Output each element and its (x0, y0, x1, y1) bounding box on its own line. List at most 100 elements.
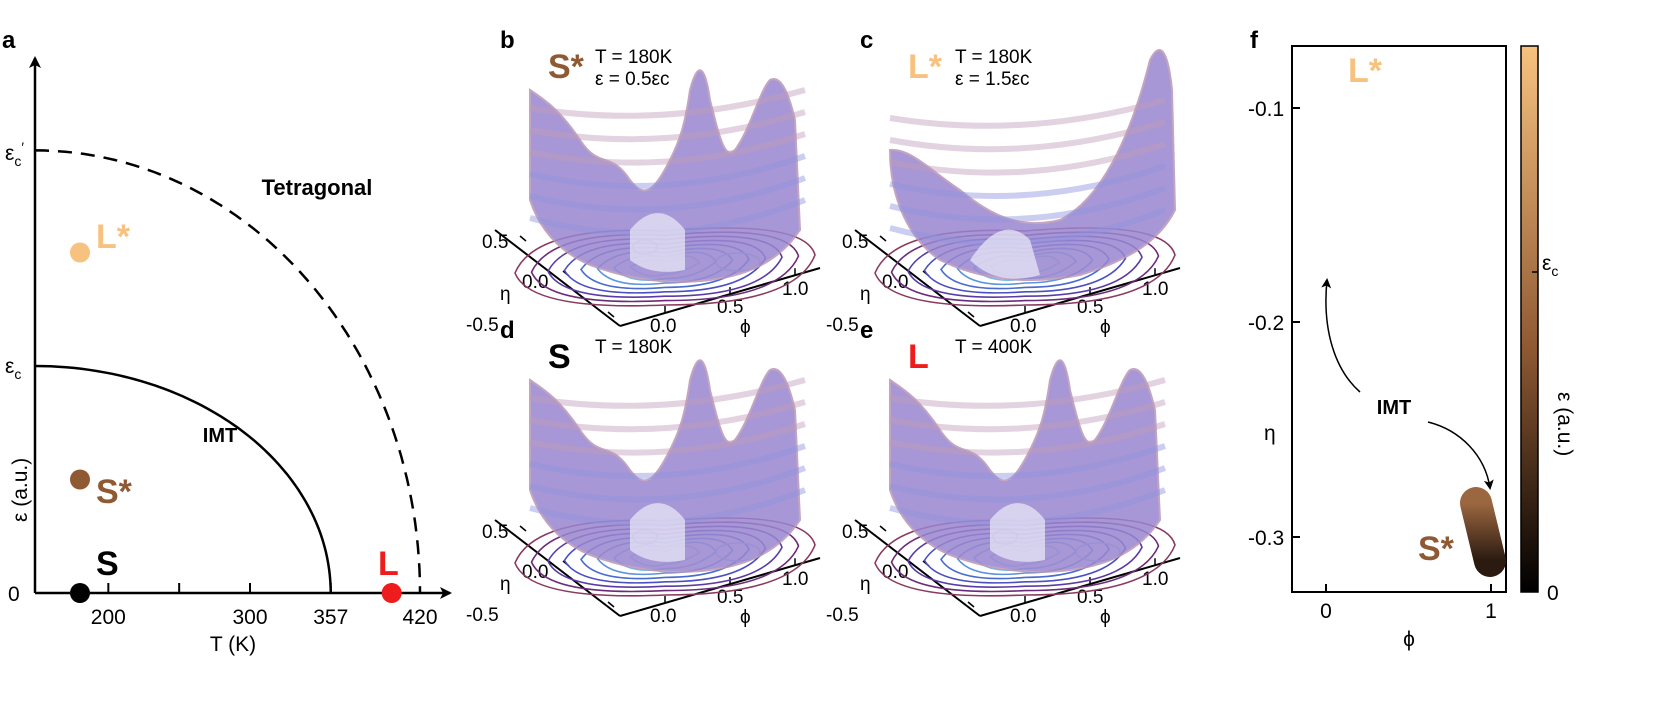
plot-frame (1291, 45, 1507, 593)
surface-body (529, 69, 802, 283)
point-label-s: S (96, 545, 119, 583)
eta-tick-label: 0.5 (842, 232, 868, 253)
point-label-l-star: L* (96, 218, 131, 256)
x-axis-title: T (K) (210, 633, 256, 656)
eta-tick-label: 0.5 (482, 522, 508, 543)
surface-band (889, 163, 1166, 199)
energy-surface (529, 69, 807, 283)
surface-minimum-highlight (970, 229, 1040, 279)
eta-tick-label: 0.0 (522, 562, 548, 583)
colorbar-tick-0: 0 (1547, 582, 1559, 605)
y-tick-label-2: -0.3 (1248, 527, 1284, 550)
surface-band (529, 87, 806, 119)
imt-arrow-down (1427, 421, 1494, 490)
y-axis-title: ε (a.u.) (9, 458, 32, 522)
eta-tick (967, 311, 975, 318)
eta-axis-line (854, 229, 981, 327)
eta-axis-line (494, 519, 621, 617)
colorbar-title: ε (a.u.) (1553, 392, 1576, 456)
imt-curve-label: IMT (203, 425, 237, 447)
y-tick-label-1: -0.2 (1248, 312, 1284, 335)
temperature-label: T = 180K (955, 47, 1033, 68)
phi-tick-label: 0.0 (1010, 316, 1036, 337)
state-point-l-star (70, 242, 90, 263)
state-point-s (70, 583, 90, 603)
eta-tick (607, 311, 615, 318)
eta-tick (879, 235, 887, 242)
eta-axis-label: η (500, 284, 511, 305)
eta-tick (519, 235, 527, 242)
panel-a: a 200 300 357 420 0 εc εc′ ε (a.u.) T (K) T… (2, 27, 452, 656)
imt-annotation: IMT (1377, 397, 1411, 419)
state-points (70, 242, 402, 603)
x-tick-label: 357 (313, 606, 348, 629)
surface-band (889, 443, 1166, 479)
surface-band (889, 399, 1166, 433)
x-axis-title: ϕ (1403, 628, 1415, 651)
x-tick-label: 200 (91, 606, 126, 629)
temperature-label: T = 400K (955, 337, 1033, 358)
eta-tick-label: 0.5 (842, 522, 868, 543)
colorbar-tick-epsc-label: εc (1542, 252, 1558, 279)
eta-tick-label: -0.5 (826, 315, 859, 336)
surface-band (529, 443, 806, 479)
y-tick-label-0: -0.1 (1248, 98, 1284, 121)
eta-axis-label: η (860, 284, 871, 305)
phi-axis-label: ϕ (1100, 317, 1111, 338)
phi-tick-label: 1.0 (1142, 569, 1168, 590)
temperature-label: T = 180K (595, 47, 673, 68)
state-label: L (908, 338, 929, 376)
x-tick-labels: 200 300 357 420 (91, 606, 438, 629)
panel-letter-b: b (500, 27, 515, 54)
surface-minimum-highlight (990, 503, 1045, 562)
surface-band (889, 185, 1167, 223)
s-star-label: S* (1418, 530, 1455, 568)
panel-letter-a: a (2, 27, 16, 54)
surface-band (529, 131, 806, 166)
point-label-s-star: S* (96, 473, 133, 511)
surface-body (529, 359, 802, 573)
strain-label: ε = 0.5εc (595, 69, 670, 90)
tick-marks (1292, 107, 1492, 592)
eps-c-label: εc (5, 355, 21, 382)
temperature-label: T = 180K (595, 337, 673, 358)
state-point-l (381, 583, 402, 603)
panel-f: f -0.1 -0.2 -0.3 0 1 ϕ η L* S* IMT 0 εc … (1248, 27, 1576, 651)
state-label: L* (908, 48, 943, 86)
surface-band (889, 421, 1166, 456)
phi-tick-label: 1.0 (782, 279, 808, 300)
energy-surface (529, 359, 807, 573)
surface-band (529, 465, 807, 503)
surface-band (889, 119, 1166, 153)
phi-axis-label: ϕ (1100, 607, 1111, 628)
eta-tick-label: -0.5 (466, 315, 499, 336)
eta-tick-label: 0.0 (882, 272, 908, 293)
strain-label: ε = 1.5εc (955, 69, 1030, 90)
phi-tick-label: 0.0 (650, 606, 676, 627)
energy-surface (889, 359, 1167, 573)
surface-band (529, 109, 806, 143)
surface-minimum-highlight (630, 503, 685, 562)
colorbar (1520, 45, 1539, 593)
surface-minimum-highlight (630, 213, 685, 272)
eta-axis-label: η (860, 574, 871, 595)
eta-tick-label: -0.5 (466, 605, 499, 626)
surface-band (889, 141, 1166, 176)
imt-boundary-curve (34, 364, 333, 594)
tetragonal-boundary-curve (34, 149, 422, 594)
surface-band (529, 421, 806, 456)
eta-tick (519, 525, 527, 532)
surface-band (529, 399, 806, 433)
panel-letter-d: d (500, 317, 515, 344)
phi-axis-label: ϕ (740, 607, 751, 628)
surface-band (889, 377, 1166, 409)
eta-tick (967, 601, 975, 608)
point-label-l: L (378, 545, 399, 583)
tetragonal-region-label: Tetragonal (262, 175, 373, 200)
eta-tick-label: -0.5 (826, 605, 859, 626)
